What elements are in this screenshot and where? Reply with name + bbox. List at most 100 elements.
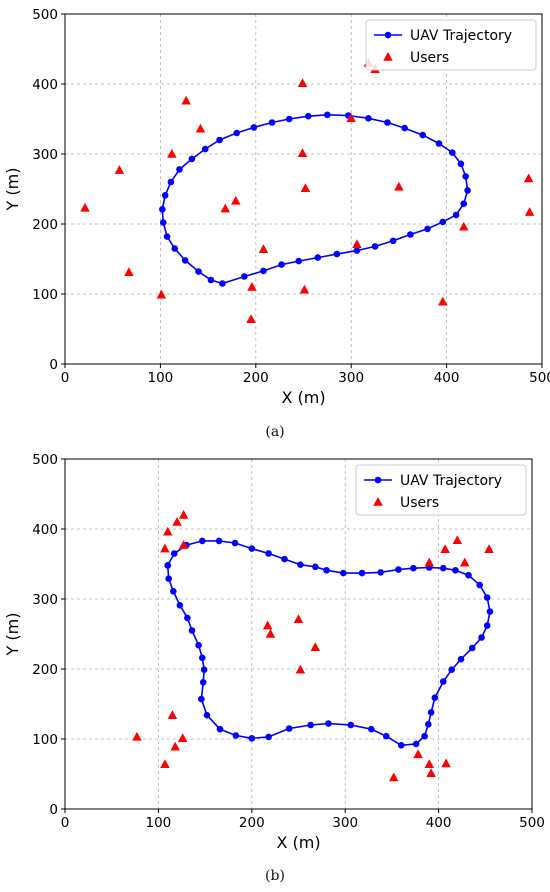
user-marker <box>80 202 90 212</box>
uav-trajectory-point <box>161 192 169 199</box>
caption-b: (b) <box>265 868 285 884</box>
uav-trajectory-point <box>371 243 379 250</box>
uav-trajectory-point <box>424 225 431 233</box>
uav-trajectory-point <box>307 721 314 729</box>
uav-trajectory-point <box>457 160 465 168</box>
uav-trajectory-point <box>297 561 304 568</box>
uav-trajectory-point <box>176 602 184 609</box>
uav-trajectory-point <box>170 550 178 557</box>
uav-trajectory-point <box>324 111 331 119</box>
uav-trajectory-point <box>325 720 332 727</box>
user-marker <box>156 289 167 299</box>
uav-trajectory-point <box>439 564 447 572</box>
uav-trajectory-point <box>449 149 456 156</box>
uav-trajectory-point <box>176 166 183 173</box>
user-marker <box>177 733 188 743</box>
uav-trajectory-point <box>353 247 361 254</box>
uav-trajectory-point <box>215 537 223 545</box>
uav-trajectory-point <box>410 564 417 572</box>
uav-trajectory-point <box>425 721 432 728</box>
uav-trajectory-point <box>265 733 272 741</box>
uav-trajectory-point <box>421 732 428 740</box>
uav-trajectory-point <box>171 245 179 252</box>
user-marker <box>438 296 448 306</box>
uav-trajectory-point <box>384 119 391 126</box>
uav-trajectory-point <box>163 233 171 240</box>
uav-trajectory-point <box>452 211 460 219</box>
x-tick-label: 400 <box>426 815 452 831</box>
user-marker <box>460 557 470 567</box>
y-tick-label: 500 <box>32 7 58 23</box>
user-marker <box>162 526 173 536</box>
uav-trajectory-point <box>170 588 177 595</box>
user-marker <box>124 267 134 277</box>
uav-trajectory-point <box>452 567 459 574</box>
uav-trajectory-point <box>181 257 189 264</box>
uav-trajectory-point <box>241 273 248 280</box>
uav-trajectory-point <box>439 218 447 226</box>
y-axis-label: Y (m) <box>3 168 22 212</box>
plot-frame <box>64 458 533 810</box>
user-marker <box>178 540 189 549</box>
uav-trajectory-point <box>159 206 166 213</box>
x-tick-label: 0 <box>61 370 70 386</box>
uav-trajectory-point <box>304 112 312 120</box>
uav-trajectory-point <box>397 742 405 749</box>
user-marker <box>231 195 241 205</box>
caption-a: (a) <box>265 424 285 440</box>
uav-trajectory-point <box>216 725 224 733</box>
uav-trajectory-point <box>419 131 427 139</box>
legend-label-users: Users <box>400 495 439 511</box>
x-tick-label: 200 <box>239 815 265 831</box>
uav-trajectory-point <box>382 732 390 740</box>
user-marker <box>220 203 231 213</box>
uav-trajectory-point <box>285 725 293 732</box>
user-marker <box>297 78 308 88</box>
uav-trajectory-point <box>295 257 303 265</box>
x-tick-label: 300 <box>338 370 364 386</box>
uav-trajectory-point <box>312 563 319 571</box>
uav-trajectory-point <box>314 254 322 261</box>
uav-trajectory-point <box>200 666 208 673</box>
uav-trajectory-point <box>195 641 202 649</box>
legend-point-swatch <box>384 31 392 39</box>
user-marker <box>114 165 125 174</box>
user-marker <box>167 710 178 719</box>
user-marker <box>441 758 451 768</box>
uav-trajectory-point <box>340 569 347 577</box>
uav-trajectory-point <box>164 562 172 569</box>
y-tick-label: 100 <box>32 732 58 748</box>
y-tick-label: 400 <box>32 522 58 538</box>
user-marker <box>452 535 463 544</box>
user-marker <box>300 183 311 193</box>
uav-trajectory-point <box>198 654 206 662</box>
x-tick-label: 500 <box>519 815 545 831</box>
uav-trajectory-point <box>216 136 223 144</box>
legend-label-trajectory: UAV Trajectory <box>400 473 502 489</box>
uav-trajectory-point <box>195 268 202 275</box>
uav-trajectory-point <box>188 155 196 163</box>
uav-trajectory-line <box>166 540 491 747</box>
user-marker <box>299 284 310 294</box>
uav-trajectory-point <box>219 280 226 287</box>
uav-trajectory-point <box>448 666 455 673</box>
y-tick-label: 300 <box>32 592 58 608</box>
uav-trajectory-point <box>407 231 414 238</box>
user-marker <box>181 95 191 105</box>
user-marker <box>352 239 362 249</box>
uav-trajectory-point <box>365 115 372 122</box>
y-tick-label: 0 <box>49 357 58 373</box>
user-marker <box>295 664 306 674</box>
uav-trajectory-point <box>159 219 167 226</box>
legend-box <box>355 464 527 516</box>
uav-trajectory-point <box>278 261 285 268</box>
user-marker <box>310 642 321 652</box>
user-marker <box>262 620 273 630</box>
user-marker <box>389 772 399 782</box>
uav-trajectory-point <box>457 655 465 663</box>
uav-trajectory-point <box>231 539 239 547</box>
y-tick-label: 300 <box>32 147 58 163</box>
plot-frame <box>64 13 543 365</box>
user-marker <box>178 510 189 519</box>
chart-panel-a: 0 100 200 300 400 500 0 100 200 300 400 500 X (m) Y (… <box>3 7 550 407</box>
